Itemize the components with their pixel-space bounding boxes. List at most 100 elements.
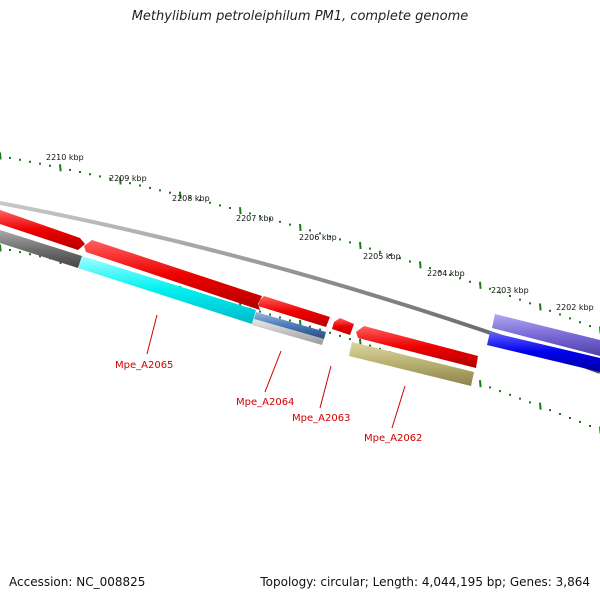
outer-ruler-tick <box>239 207 242 215</box>
ruler-label-2210: 2210 kbp <box>46 153 84 162</box>
outer-ruler-dot <box>529 302 531 305</box>
outer-ruler-dot <box>29 160 31 163</box>
outer-ruler-dot <box>369 247 371 250</box>
outer-ruler-dot <box>389 254 391 256</box>
accession-text: Accession: NC_008825 <box>9 575 146 589</box>
outer-ruler-dot <box>469 280 471 283</box>
inner-ruler-tick <box>479 380 482 388</box>
outer-ruler-dot <box>449 273 451 276</box>
outer-ruler-dot <box>219 204 221 207</box>
outer-ruler-tick <box>539 303 542 311</box>
ruler-label-2206: 2206 kbp <box>299 233 337 242</box>
outer-ruler-dot <box>99 175 101 178</box>
outer-ruler-dot <box>489 287 491 290</box>
inner-ruler-dot <box>549 409 551 412</box>
inner-ruler-dot <box>369 344 371 347</box>
inner-ruler-dot <box>589 425 591 427</box>
inner-ruler-dot <box>499 390 501 393</box>
inner-ruler-dot <box>19 251 21 254</box>
cds-lightgray-feature <box>252 319 324 345</box>
label-line-mpe-a2064 <box>264 350 282 393</box>
inner-ruler-dot <box>509 393 511 396</box>
outer-ruler-dot <box>39 162 41 165</box>
outer-ruler-dot <box>89 173 91 176</box>
outer-ruler-dot <box>549 309 551 312</box>
outer-ruler-dot <box>339 238 341 241</box>
inner-ruler-dot <box>289 319 291 322</box>
gene-label-mpe-a2065: Mpe_A2065 <box>115 360 173 371</box>
outer-ruler-tick <box>59 164 62 172</box>
outer-ruler-dot <box>569 317 571 320</box>
inner-ruler-dot <box>329 331 331 334</box>
gene-label-mpe-a2064: Mpe_A2064 <box>236 397 294 408</box>
outer-ruler-dot <box>349 241 351 244</box>
outer-ruler-dot <box>209 201 211 204</box>
outer-ruler-dot <box>259 215 261 218</box>
outer-ruler-dot <box>519 298 521 301</box>
ruler-label-2208: 2208 kbp <box>172 194 210 203</box>
outer-ruler-dot <box>319 232 321 235</box>
forward-gene-1 <box>0 210 85 250</box>
ruler-label-2204: 2204 kbp <box>427 269 465 278</box>
outer-ruler-dot <box>509 295 511 297</box>
outer-ruler-dot <box>139 184 141 187</box>
outer-ruler-dot <box>399 257 401 260</box>
inner-ruler-dot <box>9 249 11 251</box>
outer-ruler-dot <box>559 313 561 316</box>
inner-ruler-dot <box>569 417 571 419</box>
cds-steelblue-feature <box>254 312 326 339</box>
ruler-label-2202: 2202 kbp <box>556 303 594 312</box>
inner-ruler-dot <box>269 313 271 316</box>
outer-ruler-tick <box>0 152 2 160</box>
inner-ruler-dot <box>279 316 281 319</box>
outer-ruler-tick <box>479 281 482 289</box>
ruler-label-2209: 2209 kbp <box>109 174 147 183</box>
ruler-label-2205: 2205 kbp <box>363 252 401 261</box>
outer-ruler-dot <box>329 235 331 238</box>
outer-ruler-dot <box>279 220 281 223</box>
outer-ruler-dot <box>439 270 441 273</box>
outer-ruler-dot <box>159 189 161 192</box>
ruler-label-2203: 2203 kbp <box>491 286 529 295</box>
inner-ruler-dot <box>339 334 341 337</box>
inner-ruler-dot <box>529 401 531 404</box>
outer-ruler-dot <box>149 186 151 189</box>
outer-ruler-dot <box>309 229 311 232</box>
outer-ruler-dot <box>249 212 251 215</box>
genome-title: Methylibium petroleiphilum PM1, complete… <box>131 9 469 24</box>
inner-ruler-dot <box>559 413 561 415</box>
cds-lavender-feature <box>492 314 600 356</box>
label-line-mpe-a2063 <box>319 365 332 409</box>
label-line-mpe-a2065 <box>146 314 158 355</box>
inner-ruler-dot <box>349 338 351 341</box>
outer-ruler <box>0 152 600 334</box>
outer-ruler-dot <box>69 168 71 171</box>
inner-ruler-dot <box>519 397 521 400</box>
outer-ruler-dot <box>229 207 231 209</box>
outer-ruler-dot <box>589 325 591 328</box>
inner-ruler-dot <box>39 255 41 258</box>
outer-ruler-dot <box>169 191 171 194</box>
outer-ruler-tick <box>299 223 302 232</box>
gene-label-mpe-a2063: Mpe_A2063 <box>292 413 350 424</box>
cds-blue-feature <box>487 332 600 372</box>
inner-ruler-dot <box>319 328 321 331</box>
inner-ruler-dot <box>259 310 261 313</box>
outer-ruler-dot <box>199 199 201 202</box>
gene-label-mpe-a2062: Mpe_A2062 <box>364 433 422 444</box>
inner-ruler-dot <box>489 386 491 389</box>
outer-ruler-dot <box>79 171 81 173</box>
ruler-label-2207: 2207 kbp <box>236 214 274 223</box>
outer-ruler-tick <box>179 191 182 199</box>
inner-ruler-dot <box>29 253 31 256</box>
outer-ruler-dot <box>129 182 131 185</box>
outer-ruler-dot <box>289 223 291 226</box>
cds-cyan-feature <box>78 256 256 324</box>
cds-olive-feature <box>349 342 474 386</box>
outer-ruler-dot <box>49 164 51 167</box>
outer-ruler-dot <box>189 196 191 199</box>
outer-ruler-dot <box>19 158 21 161</box>
outer-ruler-tick <box>119 177 122 185</box>
forward-gene-4 <box>332 318 354 335</box>
